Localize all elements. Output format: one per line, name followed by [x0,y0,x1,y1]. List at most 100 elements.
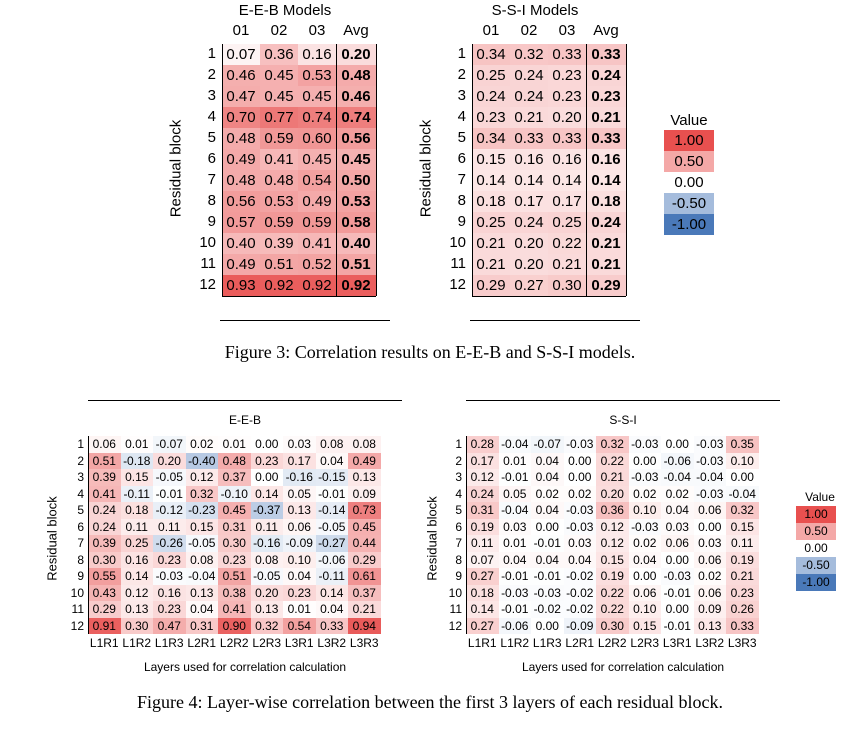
eeb-row-label: 7 [207,171,216,188]
eeb-cell: 0.45 [336,149,376,170]
f4-eeb-cell: 0.00 [250,436,283,453]
f4-ssi-cell: -0.03 [531,584,564,601]
fig3-legend-swatch: -1.00 [664,214,714,235]
ssi-cell: 0.25 [548,212,586,233]
f4-ssi-cell: -0.03 [563,502,596,519]
f4-ssi-cell: -0.09 [563,617,596,634]
f4-ssi-col-header: L2R2 [597,636,627,650]
f4-eeb-cell: 0.61 [348,568,381,585]
eeb-row-label: 4 [207,108,216,125]
fig4-left-title: E-E-B [228,413,261,427]
f4-eeb-cell: 0.15 [120,469,153,486]
f4-ssi-row-label: 11 [449,602,462,616]
f4-ssi-cell: -0.04 [726,485,759,502]
ssi-cell: 0.32 [510,44,548,65]
eeb-row-label: 12 [199,276,216,293]
eeb-cell: 0.56 [222,191,260,212]
eeb-cell: 0.48 [222,170,260,191]
f4-eeb-cell: -0.14 [315,502,348,519]
f4-eeb-cell: 0.29 [88,601,121,618]
f4-ssi-row-label: 3 [455,470,462,484]
f4-eeb-cell: 0.06 [88,436,121,453]
f4-eeb-cell: 0.54 [283,617,316,634]
fig3-rule-left [220,320,390,321]
eeb-grid-bottom-border [222,296,376,297]
eeb-cell: 0.92 [336,275,376,296]
f4-eeb-cell: 0.44 [348,535,381,552]
f4-ssi-cell: -0.02 [563,601,596,618]
eeb-col-header: Avg [343,22,369,39]
f4-ssi-cell: 0.00 [661,551,694,568]
f4-eeb-cell: -0.05 [185,535,218,552]
ssi-cell: 0.20 [548,107,586,128]
f4-ssi-cell: 0.31 [466,502,499,519]
ssi-cell: 0.14 [472,170,510,191]
f4-eeb-cell: 0.23 [153,601,186,618]
f4-ssi-cell: 0.01 [498,535,531,552]
f4-ssi-col-header: L2R3 [630,636,660,650]
eeb-cell: 0.49 [222,254,260,275]
f4-ssi-cell: 0.00 [563,452,596,469]
ssi-cell: 0.30 [548,275,586,296]
fig4-legend-swatch: -0.50 [796,557,836,574]
ssi-cell: 0.29 [472,275,510,296]
f4-ssi-cell: 0.00 [531,518,564,535]
eeb-cell: 0.07 [222,44,260,65]
f4-eeb-cell: 0.90 [218,617,251,634]
f4-ssi-cell: 0.04 [498,551,531,568]
eeb-cell: 0.53 [298,65,336,86]
f4-eeb-cell: 0.45 [218,502,251,519]
f4-eeb-cell: 0.55 [88,568,121,585]
f4-ssi-col-header: L3R1 [662,636,692,650]
ssi-cell: 0.22 [548,233,586,254]
eeb-cell: 0.74 [298,107,336,128]
f4-eeb-cell: -0.05 [153,469,186,486]
ssi-row-label: 2 [457,66,466,83]
f4-ssi-cell: -0.03 [563,436,596,453]
eeb-cell: 0.39 [260,233,298,254]
f4-ssi-cell: -0.01 [498,568,531,585]
f4-ssi-cell: 0.04 [563,551,596,568]
f4-ssi-cell: 0.10 [628,502,661,519]
f4-ssi-cell: 0.01 [498,452,531,469]
f4-ssi-cell: 0.24 [466,485,499,502]
f4-ssi-cell: 0.21 [726,568,759,585]
ssi-col-header: 01 [482,22,500,39]
f4-eeb-cell: 0.47 [153,617,186,634]
f4-eeb-col-header: L3R3 [349,636,379,650]
f4-eeb-cell: 0.23 [218,551,251,568]
f4-eeb-cell: 0.30 [120,617,153,634]
ssi-cell: 0.29 [586,275,626,296]
f4-ssi-cell: 0.32 [596,436,629,453]
ssi-cell: 0.24 [472,86,510,107]
f4-eeb-col-header: L2R2 [219,636,249,650]
f4-eeb-cell: -0.09 [283,535,316,552]
f4-ssi-cell: 0.19 [596,568,629,585]
ssi-cell: 0.34 [472,44,510,65]
f4-ssi-row-label: 12 [448,618,462,633]
ssi-cell: 0.33 [548,44,586,65]
f4-eeb-cell: 0.31 [218,518,251,535]
ssi-cell: 0.34 [472,128,510,149]
f4-eeb-cell: 0.13 [250,601,283,618]
f4-eeb-cell: 0.91 [88,617,121,634]
eeb-cell: 0.77 [260,107,298,128]
f4-eeb-cell: -0.16 [283,469,316,486]
f4-ssi-cell: 0.30 [596,617,629,634]
ssi-cell: 0.24 [586,212,626,233]
f4-ssi-cell: -0.03 [563,518,596,535]
f4-eeb-cell: 0.41 [88,485,121,502]
fig4-legend-swatch: 1.00 [796,506,836,523]
f4-eeb-cell: 0.08 [185,551,218,568]
f4-eeb-cell: 0.24 [88,518,121,535]
eeb-cell: 0.58 [336,212,376,233]
ssi-cell: 0.21 [548,254,586,275]
f4-eeb-cell: 0.14 [250,485,283,502]
f4-ssi-cell: -0.03 [498,584,531,601]
ssi-cell: 0.20 [510,254,548,275]
f4-eeb-col-header: L2R3 [252,636,282,650]
eeb-cell: 0.53 [260,191,298,212]
f4-ssi-cell: -0.01 [498,469,531,486]
f4-eeb-cell: 0.08 [348,436,381,453]
eeb-cell: 0.40 [222,233,260,254]
